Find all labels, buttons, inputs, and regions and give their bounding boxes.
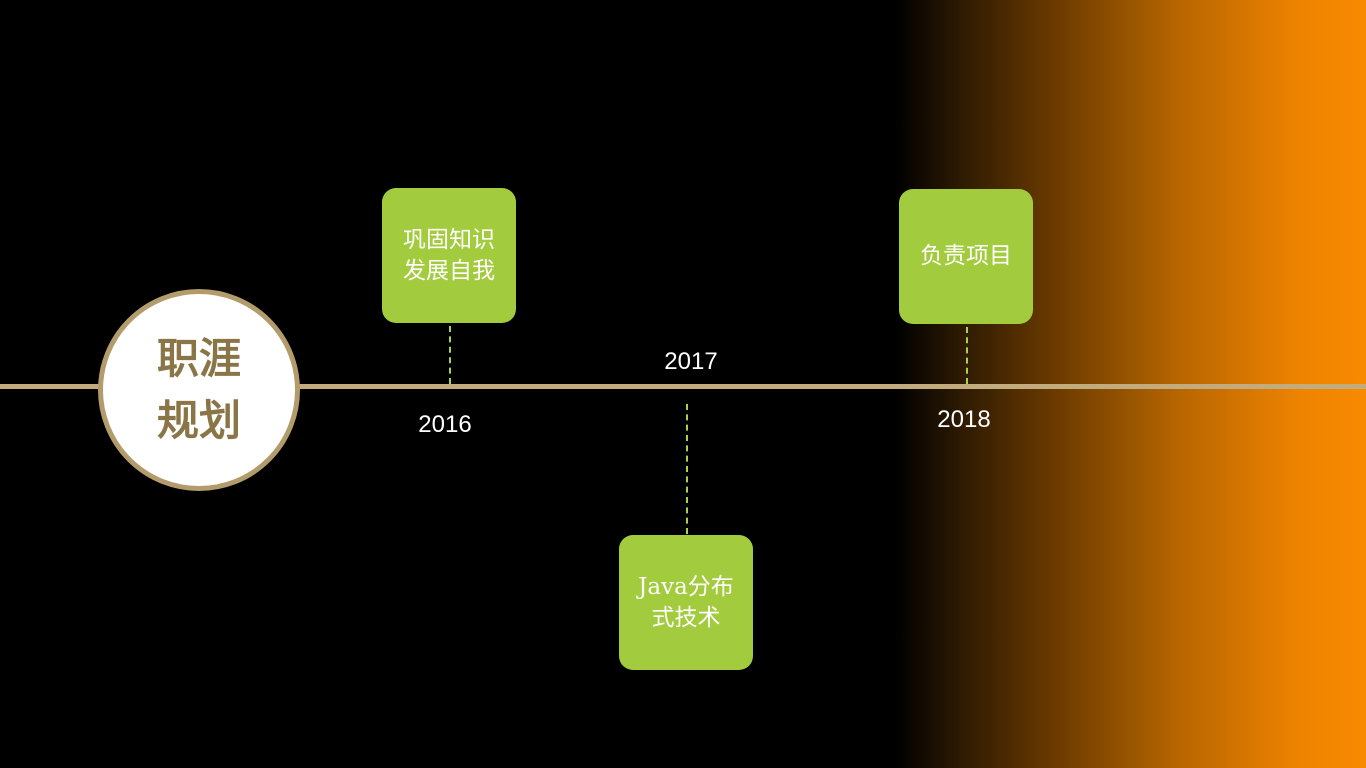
- year-label-2018: 2018: [937, 406, 991, 433]
- milestone-box-2017: Java分布式技术: [619, 535, 753, 670]
- timeline-axis: [0, 384, 1366, 389]
- slide-title: 职涯规划: [156, 334, 241, 445]
- connector-2016: [449, 326, 451, 384]
- milestone-label-2018: 负责项目: [920, 243, 1012, 269]
- year-label-2016: 2016: [418, 411, 472, 438]
- milestone-box-2018: 负责项目: [899, 189, 1033, 324]
- year-label-2017: 2017: [664, 348, 718, 375]
- milestone-box-2016: 巩固知识发展自我: [382, 188, 516, 323]
- milestone-label-2016: 巩固知识发展自我: [403, 226, 495, 284]
- connector-2017: [686, 404, 688, 534]
- milestone-label-2017: Java分布式技术: [638, 573, 734, 631]
- title-circle: 职涯规划: [98, 289, 300, 491]
- connector-2018: [966, 327, 968, 384]
